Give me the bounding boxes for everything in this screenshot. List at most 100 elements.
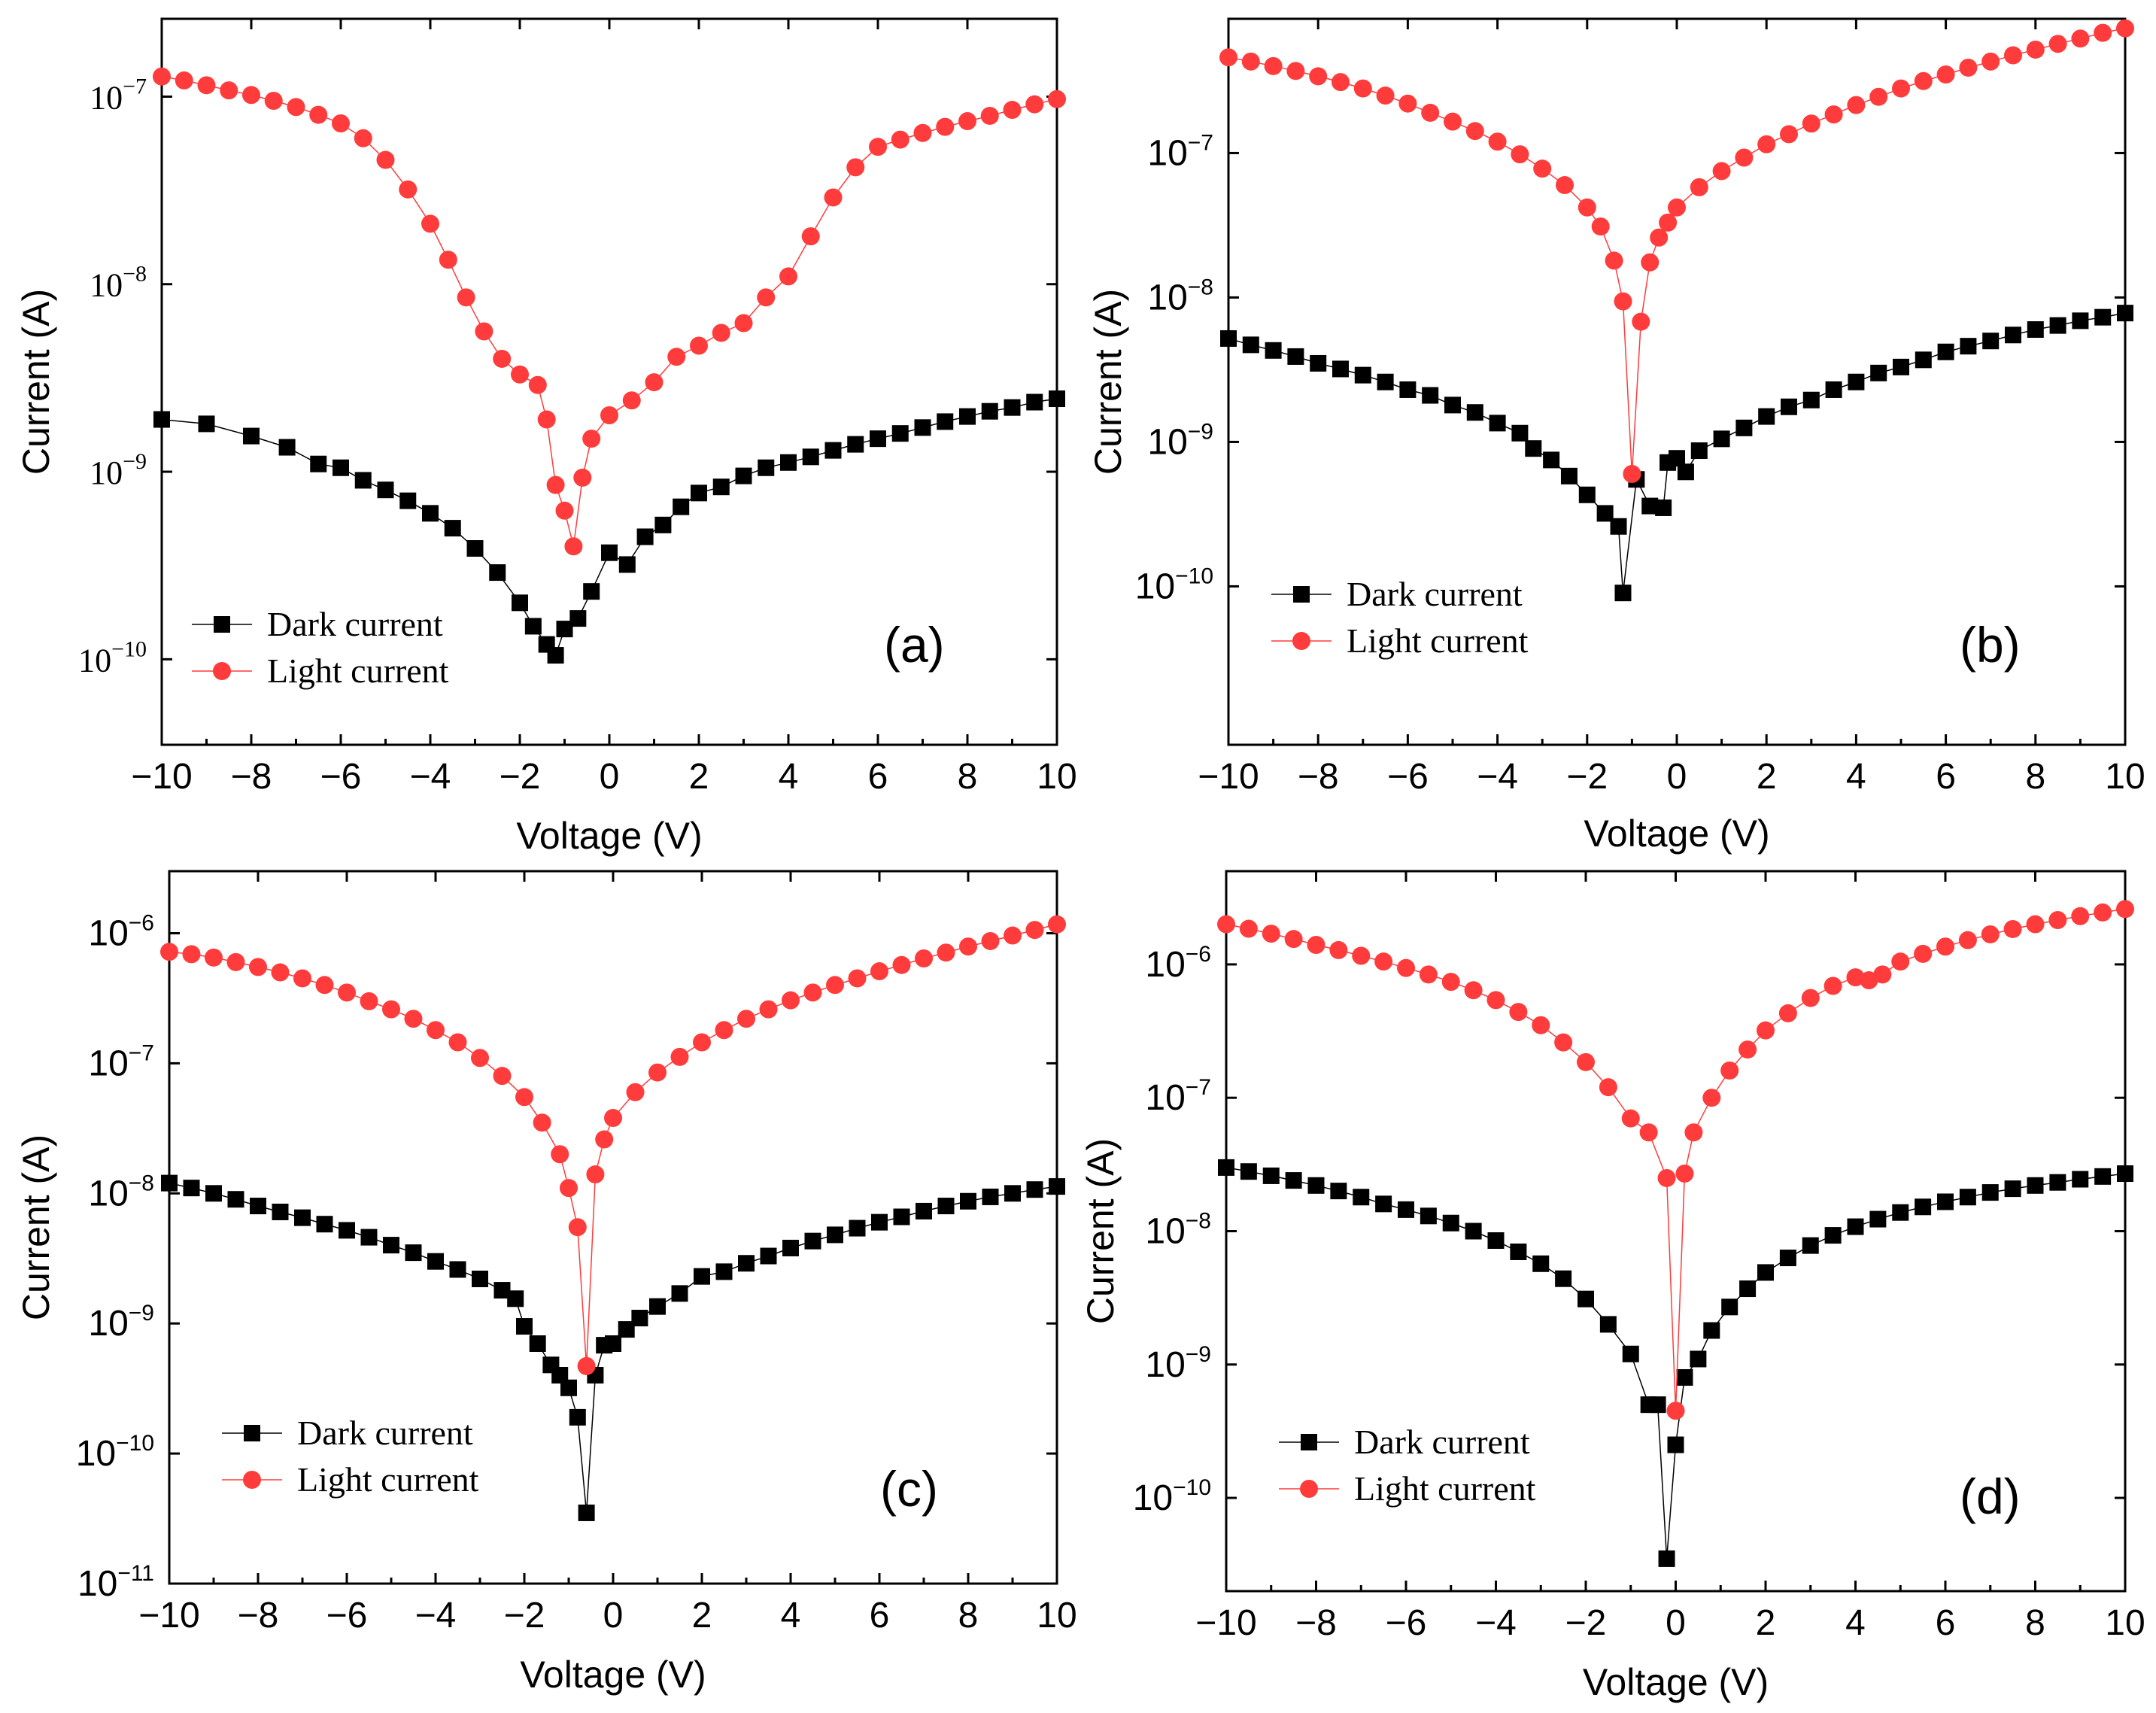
data-point	[694, 1268, 710, 1285]
data-point	[1873, 965, 1892, 984]
data-point	[958, 112, 976, 131]
data-point	[515, 1088, 533, 1107]
data-point	[1802, 391, 1820, 409]
data-point	[1869, 87, 1888, 106]
data-point	[294, 1209, 311, 1226]
data-point	[648, 1063, 667, 1082]
panel-label: (b)	[1960, 617, 2021, 673]
data-point	[673, 498, 690, 515]
data-point	[278, 439, 296, 456]
x-tick-label: −8	[1298, 757, 1339, 797]
panel-b: −10 −8 −6 −4 −2 0 2 4 6 8 10 10−10 10−9 10−8 10−7 Volta…	[1087, 17, 2145, 855]
data-point	[1757, 1264, 1774, 1281]
data-point	[1610, 518, 1627, 535]
data-point	[1554, 1033, 1573, 1052]
data-point	[1684, 1123, 1703, 1142]
data-point	[1004, 1185, 1021, 1202]
x-tick-label: −4	[1477, 757, 1518, 797]
data-point	[2027, 1177, 2044, 1194]
data-point	[1621, 1109, 1640, 1128]
data-point	[1422, 387, 1439, 404]
data-point	[893, 1208, 910, 1226]
x-tick-label: −2	[504, 1596, 545, 1636]
data-point	[1374, 952, 1393, 971]
data-point	[383, 1237, 399, 1254]
data-point	[1655, 499, 1672, 516]
data-point	[1352, 946, 1371, 965]
data-point	[760, 1247, 777, 1265]
data-point	[1242, 336, 1259, 354]
data-point	[1713, 430, 1730, 448]
data-point	[1025, 95, 1044, 114]
data-point	[427, 1253, 444, 1270]
legend: Dark current Light current	[1271, 575, 1529, 660]
data-point	[605, 1335, 621, 1352]
data-point	[913, 123, 932, 142]
data-point	[1846, 968, 1865, 987]
panel-label: (d)	[1960, 1469, 2021, 1524]
series-line	[1228, 27, 2126, 475]
data-point	[715, 1021, 733, 1040]
data-point	[914, 419, 931, 436]
y-tick-label: 10−7	[1147, 130, 1213, 173]
x-tick-label: 2	[1757, 757, 1777, 797]
y-tick-label: 10−11	[77, 1561, 154, 1604]
data-point	[1668, 198, 1686, 217]
data-point	[827, 1226, 843, 1244]
data-point	[309, 105, 328, 124]
data-point	[2049, 317, 2066, 334]
data-point	[645, 373, 664, 392]
data-point	[2071, 29, 2090, 48]
data-point	[1641, 253, 1660, 272]
series-light-current	[1219, 19, 2134, 484]
data-point	[489, 564, 506, 582]
data-point	[582, 430, 601, 448]
data-point	[618, 1321, 635, 1338]
data-point	[1639, 1123, 1658, 1142]
data-point	[161, 1174, 178, 1192]
data-point	[197, 76, 216, 95]
data-point	[1981, 52, 2000, 71]
data-point	[573, 468, 592, 487]
y-tick-label: 10−10	[78, 636, 147, 679]
data-point	[1487, 1232, 1505, 1250]
data-point	[1466, 404, 1483, 421]
data-point	[758, 459, 775, 476]
x-tick-label: −6	[320, 757, 362, 797]
data-point	[1735, 419, 1753, 436]
data-point	[1657, 1168, 1676, 1187]
x-tick-label: 4	[1846, 757, 1866, 797]
data-point	[360, 992, 378, 1010]
series-light-current	[153, 67, 1066, 556]
data-point	[1026, 1181, 1043, 1198]
data-point	[1265, 342, 1282, 359]
data-point	[1891, 952, 1910, 971]
x-tick-label: −8	[238, 1596, 279, 1636]
legend: Dark current Light current	[1279, 1423, 1536, 1508]
data-point	[826, 976, 844, 995]
data-point	[377, 481, 394, 499]
data-point	[1802, 114, 1820, 133]
x-axis-title: Voltage (V)	[1584, 812, 1769, 855]
data-point	[1892, 79, 1910, 98]
data-point	[578, 1504, 595, 1521]
y-tick-label: 10−10	[76, 1431, 154, 1474]
data-point	[1599, 1316, 1617, 1333]
data-point	[2116, 900, 2134, 919]
data-point	[1421, 103, 1440, 122]
data-point	[1667, 1436, 1684, 1453]
legend-marker	[1300, 1480, 1318, 1498]
data-point	[1397, 958, 1415, 977]
data-point	[1262, 925, 1280, 943]
data-point	[2094, 903, 2112, 922]
data-point	[1779, 1250, 1796, 1267]
data-point	[1543, 451, 1560, 469]
x-axis-title: Voltage (V)	[1583, 1661, 1769, 1703]
data-point	[493, 349, 512, 368]
data-point	[1712, 162, 1731, 181]
data-point	[1605, 251, 1623, 270]
data-point	[1801, 989, 1820, 1007]
y-tick-label: 10−9	[1145, 1342, 1211, 1385]
data-point	[511, 365, 529, 384]
